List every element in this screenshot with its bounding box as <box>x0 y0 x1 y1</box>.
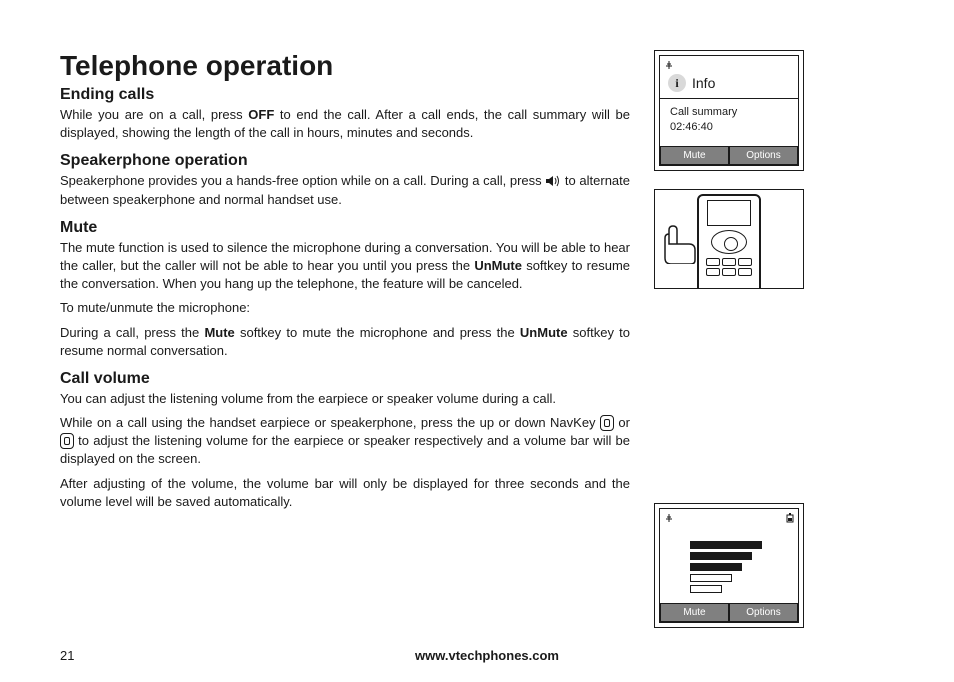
page-title: Telephone operation <box>60 50 630 82</box>
unmute-label: UnMute <box>474 258 522 273</box>
screen-inner: i Info Call summary 02:46:40 Mute Option… <box>659 55 799 166</box>
text: or <box>614 415 630 430</box>
section-mute-title: Mute <box>60 219 630 237</box>
spacer <box>654 307 814 485</box>
ending-paragraph: While you are on a call, press OFF to en… <box>60 106 630 142</box>
text: While you are on a call, press <box>60 107 248 122</box>
volume-bar <box>690 563 742 571</box>
phone-button <box>722 268 736 276</box>
mute-paragraph-2: To mute/unmute the microphone: <box>60 299 630 317</box>
volume-bar <box>690 585 722 593</box>
volume-paragraph-1: You can adjust the listening volume from… <box>60 390 630 408</box>
text: While on a call using the handset earpie… <box>60 415 600 430</box>
phone-button <box>706 258 720 266</box>
signal-icon <box>664 57 674 67</box>
phone-screen-mini <box>707 200 751 226</box>
mute-paragraph-1: The mute function is used to silence the… <box>60 239 630 294</box>
phone-button <box>738 268 752 276</box>
volume-bar <box>690 541 762 549</box>
section-volume-title: Call volume <box>60 370 630 388</box>
softkey-row: Mute Options <box>660 603 798 622</box>
text: Speakerphone provides you a hands-free o… <box>60 173 545 188</box>
section-speakerphone-title: Speakerphone operation <box>60 152 630 170</box>
phone-body <box>697 194 761 289</box>
softkey-options: Options <box>729 603 798 622</box>
phone-buttons <box>699 256 759 278</box>
info-icon: i <box>668 74 686 92</box>
status-bar <box>660 509 798 521</box>
phone-button <box>706 268 720 276</box>
footer-url: www.vtechphones.com <box>120 648 854 663</box>
softkey-mute: Mute <box>660 603 729 622</box>
call-duration: 02:46:40 <box>670 120 788 135</box>
section-ending-title: Ending calls <box>60 86 630 104</box>
off-key-label: OFF <box>248 107 274 122</box>
text-column: Telephone operation Ending calls While y… <box>60 50 630 628</box>
text: During a call, press the <box>60 325 204 340</box>
phone-button <box>722 258 736 266</box>
phone-screen-volume: Mute Options <box>654 503 804 628</box>
phone-dpad <box>711 230 747 254</box>
text: softkey to mute the microphone and press… <box>235 325 520 340</box>
signal-icon <box>664 510 674 520</box>
speaker-icon <box>545 174 561 188</box>
screen-inner: Mute Options <box>659 508 799 623</box>
nav-up-icon <box>600 415 614 431</box>
volume-paragraph-3: After adjusting of the volume, the volum… <box>60 475 630 511</box>
handset-illustration <box>654 189 804 289</box>
speakerphone-paragraph: Speakerphone provides you a hands-free o… <box>60 172 630 208</box>
mute-paragraph-3: During a call, press the Mute softkey to… <box>60 324 630 360</box>
nav-down-icon <box>60 433 74 449</box>
document-page: Telephone operation Ending calls While y… <box>0 0 954 682</box>
content-row: Telephone operation Ending calls While y… <box>60 50 914 628</box>
info-label: Info <box>692 75 715 91</box>
volume-bars <box>690 541 788 593</box>
battery-icon <box>786 510 794 520</box>
page-footer: 21 www.vtechphones.com <box>60 628 914 663</box>
mute-softkey-label: Mute <box>204 325 234 340</box>
phone-button <box>738 258 752 266</box>
volume-bar <box>690 552 752 560</box>
softkey-mute: Mute <box>660 146 729 165</box>
phone-screen-info: i Info Call summary 02:46:40 Mute Option… <box>654 50 804 171</box>
status-bar <box>660 56 798 68</box>
softkey-row: Mute Options <box>660 146 798 165</box>
volume-bar <box>690 574 732 582</box>
aside-column: i Info Call summary 02:46:40 Mute Option… <box>654 50 814 628</box>
page-number: 21 <box>60 648 120 663</box>
info-header-row: i Info <box>660 68 798 99</box>
softkey-options: Options <box>729 146 798 165</box>
pointing-hand-icon <box>661 224 697 264</box>
unmute-softkey-label: UnMute <box>520 325 568 340</box>
call-summary-label: Call summary <box>670 105 788 120</box>
screen-body: Call summary 02:46:40 <box>660 99 798 146</box>
text: to adjust the listening volume for the e… <box>60 433 630 466</box>
volume-paragraph-2: While on a call using the handset earpie… <box>60 414 630 469</box>
volume-bar-area <box>660 521 798 603</box>
